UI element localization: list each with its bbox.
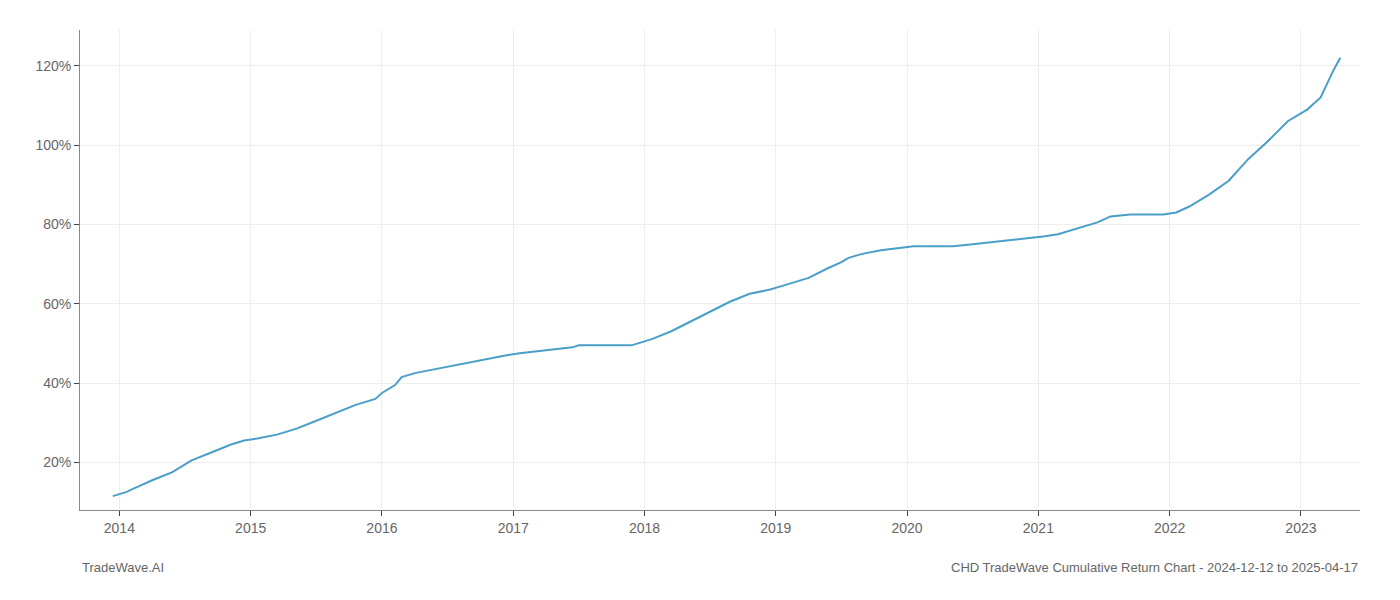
svg-text:2022: 2022 [1154,520,1185,536]
svg-text:20%: 20% [43,454,71,470]
svg-text:100%: 100% [35,137,71,153]
svg-text:120%: 120% [35,58,71,74]
svg-text:2017: 2017 [498,520,529,536]
svg-text:2019: 2019 [760,520,791,536]
svg-text:40%: 40% [43,375,71,391]
svg-text:2014: 2014 [104,520,135,536]
svg-text:2016: 2016 [366,520,397,536]
svg-text:2018: 2018 [629,520,660,536]
svg-text:60%: 60% [43,296,71,312]
svg-text:CHD TradeWave Cumulative Retur: CHD TradeWave Cumulative Return Chart - … [951,560,1358,575]
svg-text:80%: 80% [43,216,71,232]
svg-text:2021: 2021 [1023,520,1054,536]
svg-text:TradeWave.AI: TradeWave.AI [82,560,164,575]
svg-text:2020: 2020 [892,520,923,536]
svg-text:2023: 2023 [1285,520,1316,536]
svg-text:2015: 2015 [235,520,266,536]
